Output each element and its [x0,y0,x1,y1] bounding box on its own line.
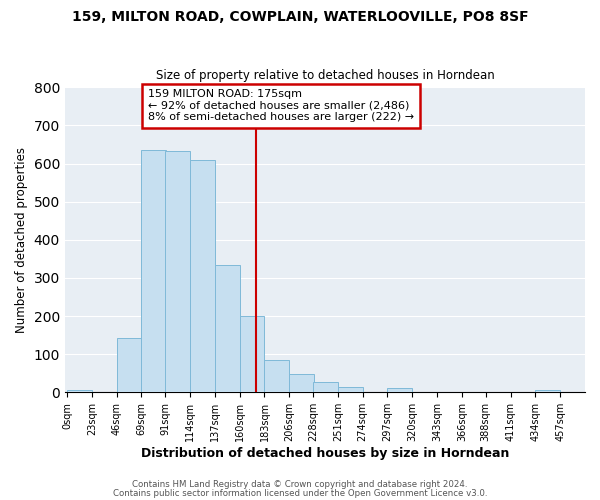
Bar [67,390,92,392]
Bar [535,390,560,392]
Bar [388,388,412,392]
Text: Contains public sector information licensed under the Open Government Licence v3: Contains public sector information licen… [113,489,487,498]
Bar [265,360,289,392]
X-axis label: Distribution of detached houses by size in Horndean: Distribution of detached houses by size … [141,447,509,460]
Text: Contains HM Land Registry data © Crown copyright and database right 2024.: Contains HM Land Registry data © Crown c… [132,480,468,489]
Bar [142,150,166,392]
Bar [289,374,314,392]
Text: 159, MILTON ROAD, COWPLAIN, WATERLOOVILLE, PO8 8SF: 159, MILTON ROAD, COWPLAIN, WATERLOOVILL… [71,10,529,24]
Bar [313,382,338,392]
Y-axis label: Number of detached properties: Number of detached properties [15,147,28,333]
Bar [190,160,215,392]
Bar [165,152,190,392]
Bar [239,316,265,392]
Text: 159 MILTON ROAD: 175sqm
← 92% of detached houses are smaller (2,486)
8% of semi-: 159 MILTON ROAD: 175sqm ← 92% of detache… [148,89,414,122]
Bar [116,338,142,392]
Bar [338,388,362,392]
Bar [215,266,239,392]
Title: Size of property relative to detached houses in Horndean: Size of property relative to detached ho… [155,69,494,82]
